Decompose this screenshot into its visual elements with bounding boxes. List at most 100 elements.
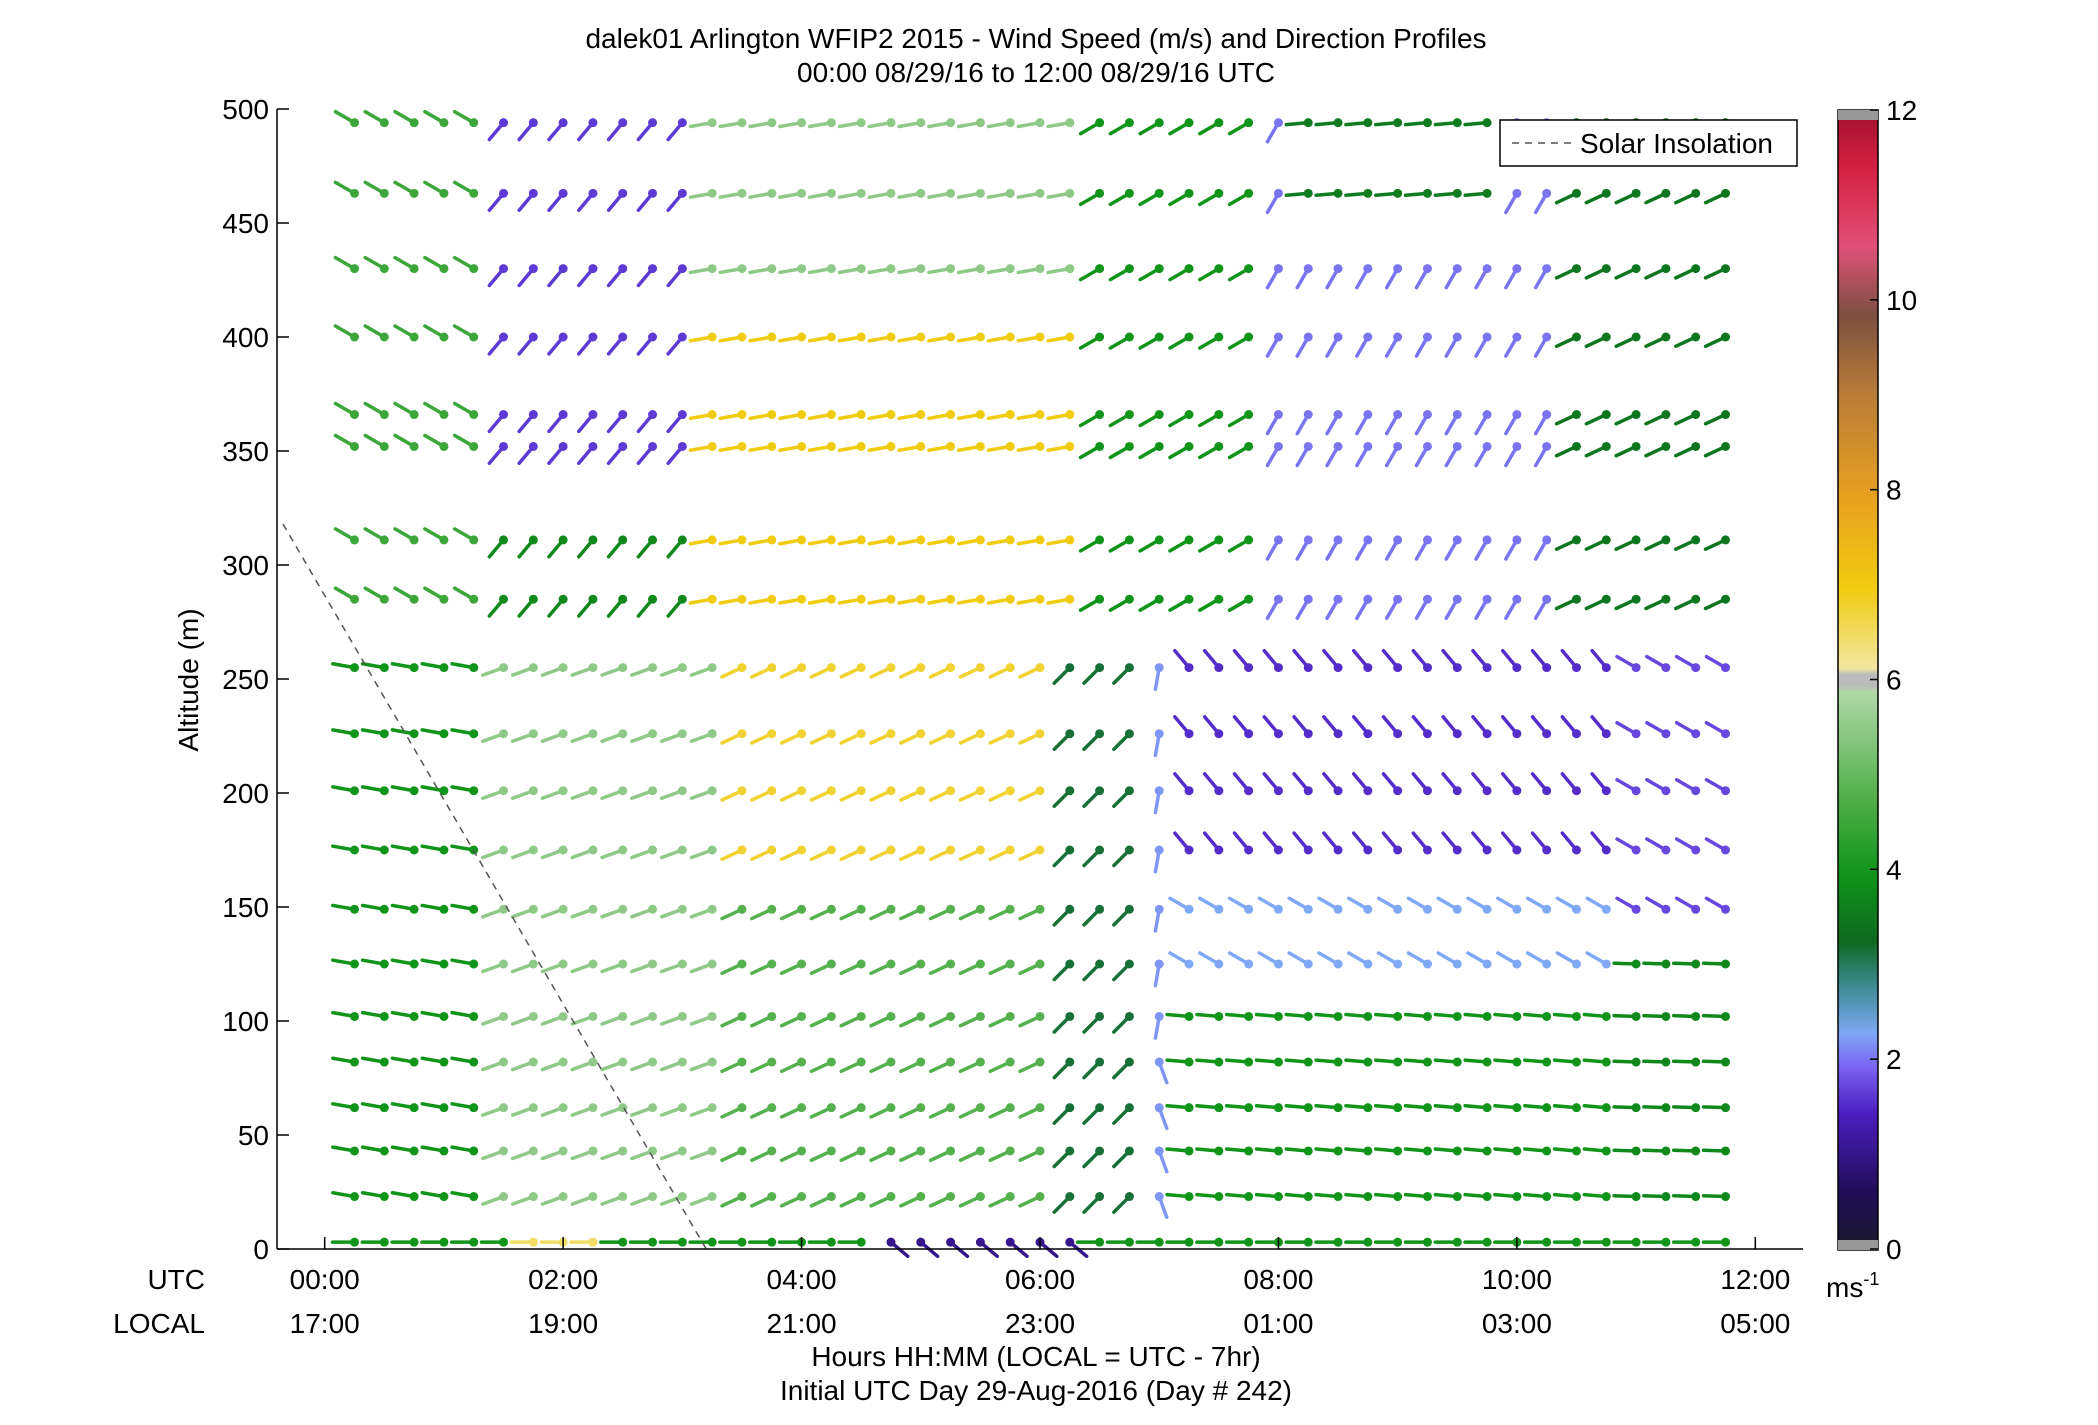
wind-barb-dot [1601, 441, 1611, 451]
wind-barb-dot [975, 264, 985, 274]
wind-barb-dot [349, 594, 359, 604]
wind-barb-dot [1333, 786, 1343, 796]
wind-barb-dot [409, 663, 419, 673]
wind-barb-dot [1393, 118, 1403, 128]
wind-barb-dot [1124, 663, 1134, 673]
wind-barb-dot [1184, 845, 1194, 855]
wind-barb-dot [1661, 332, 1671, 342]
wind-barb-dot [439, 594, 449, 604]
wind-barb-dot [1095, 332, 1105, 342]
wind-barb-dot [439, 1146, 449, 1156]
wind-barb-dot [409, 332, 419, 342]
wind-barb-dot [916, 441, 926, 451]
wind-barb-dot [1333, 118, 1343, 128]
wind-barb-dot [558, 410, 568, 420]
colorbar-unit: ms-1 [1826, 1269, 1879, 1303]
wind-barb-dot [1214, 332, 1224, 342]
wind-barb-dot [588, 1011, 598, 1021]
wind-barb-dot [439, 729, 449, 739]
wind-barb-dot [1393, 1237, 1403, 1247]
wind-barb-dot [379, 1146, 389, 1156]
wind-barb-dot [1244, 1057, 1254, 1067]
wind-barb-dot [1124, 1103, 1134, 1113]
wind-barb-dot [797, 1011, 807, 1021]
wind-barb-dot [1542, 1011, 1552, 1021]
wind-barb-dot [1363, 729, 1373, 739]
wind-barb-dot [1601, 904, 1611, 914]
wind-barb-dot [349, 118, 359, 128]
wind-barb-dot [797, 410, 807, 420]
wind-barb-dot [1035, 1103, 1045, 1113]
wind-barb-dot [975, 188, 985, 198]
wind-barb-dot [1124, 535, 1134, 545]
wind-barb-dot [1631, 786, 1641, 796]
wind-barb-dot [1721, 1192, 1731, 1202]
wind-barb-dot [1273, 1146, 1283, 1156]
wind-barb-dot [707, 535, 717, 545]
wind-barb-dot [1065, 535, 1075, 545]
wind-barb-dot [528, 1192, 538, 1202]
wind-barb-dot [1303, 1011, 1313, 1021]
wind-barb-dot [916, 535, 926, 545]
wind-barb-dot [648, 594, 658, 604]
wind-barb-dot [1721, 1103, 1731, 1113]
wind-barb-dot [558, 535, 568, 545]
wind-barb-dot [409, 845, 419, 855]
wind-barb-dot [1124, 332, 1134, 342]
wind-barb-dot [826, 441, 836, 451]
wind-barb-dot [856, 1146, 866, 1156]
wind-barb-dot [946, 1146, 956, 1156]
wind-barb-dot [1214, 1192, 1224, 1202]
wind-barb-dot [707, 1103, 717, 1113]
wind-barb-dot [1005, 729, 1015, 739]
wind-barb-dot [1273, 264, 1283, 274]
wind-barb-dot [1273, 663, 1283, 673]
wind-barb-dot [618, 959, 628, 969]
wind-barb-dot [1691, 1011, 1701, 1021]
wind-barb-dot [1244, 1011, 1254, 1021]
wind-barb-dot [1571, 1192, 1581, 1202]
wind-barb-dot [1154, 264, 1164, 274]
legend-label: Solar Insolation [1580, 128, 1773, 159]
legend: Solar Insolation [1499, 119, 1798, 167]
wind-barb-dot [1333, 904, 1343, 914]
wind-barb-dot [618, 1057, 628, 1067]
wind-barb-dot [1154, 729, 1164, 739]
wind-barb-dot [1571, 594, 1581, 604]
x-axis-label: Hours HH:MM (LOCAL = UTC - 7hr) [811, 1341, 1260, 1372]
wind-barb-dot [1691, 1146, 1701, 1156]
wind-barb-dot [1273, 1192, 1283, 1202]
wind-barb-dot [1452, 1011, 1462, 1021]
wind-barb-dot [588, 845, 598, 855]
wind-barb-dot [558, 786, 568, 796]
wind-barb-dot [1184, 594, 1194, 604]
wind-barb-dot [1065, 332, 1075, 342]
wind-barb-dot [797, 845, 807, 855]
wind-barb-dot [1631, 1057, 1641, 1067]
wind-barb-dot [648, 441, 658, 451]
wind-barb-dot [1095, 1057, 1105, 1067]
wind-barb-dot [648, 1057, 658, 1067]
wind-barb-dot [1631, 663, 1641, 673]
wind-barb-dot [916, 1237, 926, 1247]
wind-barb-dot [349, 332, 359, 342]
wind-barb-dot [1333, 264, 1343, 274]
wind-barb-dot [379, 845, 389, 855]
wind-barb-dot [499, 1057, 509, 1067]
wind-barb-dot [1422, 118, 1432, 128]
wind-barb-dot [1691, 845, 1701, 855]
wind-barb-dot [1303, 1057, 1313, 1067]
wind-barb-dot [1691, 959, 1701, 969]
wind-barb-dot [1214, 729, 1224, 739]
wind-barb-dot [558, 1146, 568, 1156]
wind-barb-dot [1691, 729, 1701, 739]
wind-barb-dot [1244, 786, 1254, 796]
wind-barb-dot [1214, 845, 1224, 855]
x-tick-label-local: 05:00 [1720, 1308, 1790, 1339]
wind-barb-dot [409, 904, 419, 914]
wind-barb-dot [767, 535, 777, 545]
colorbar-cap-top [1838, 110, 1878, 120]
wind-barb-dot [1452, 729, 1462, 739]
wind-barb-dot [1422, 1011, 1432, 1021]
wind-barb-dot [558, 332, 568, 342]
